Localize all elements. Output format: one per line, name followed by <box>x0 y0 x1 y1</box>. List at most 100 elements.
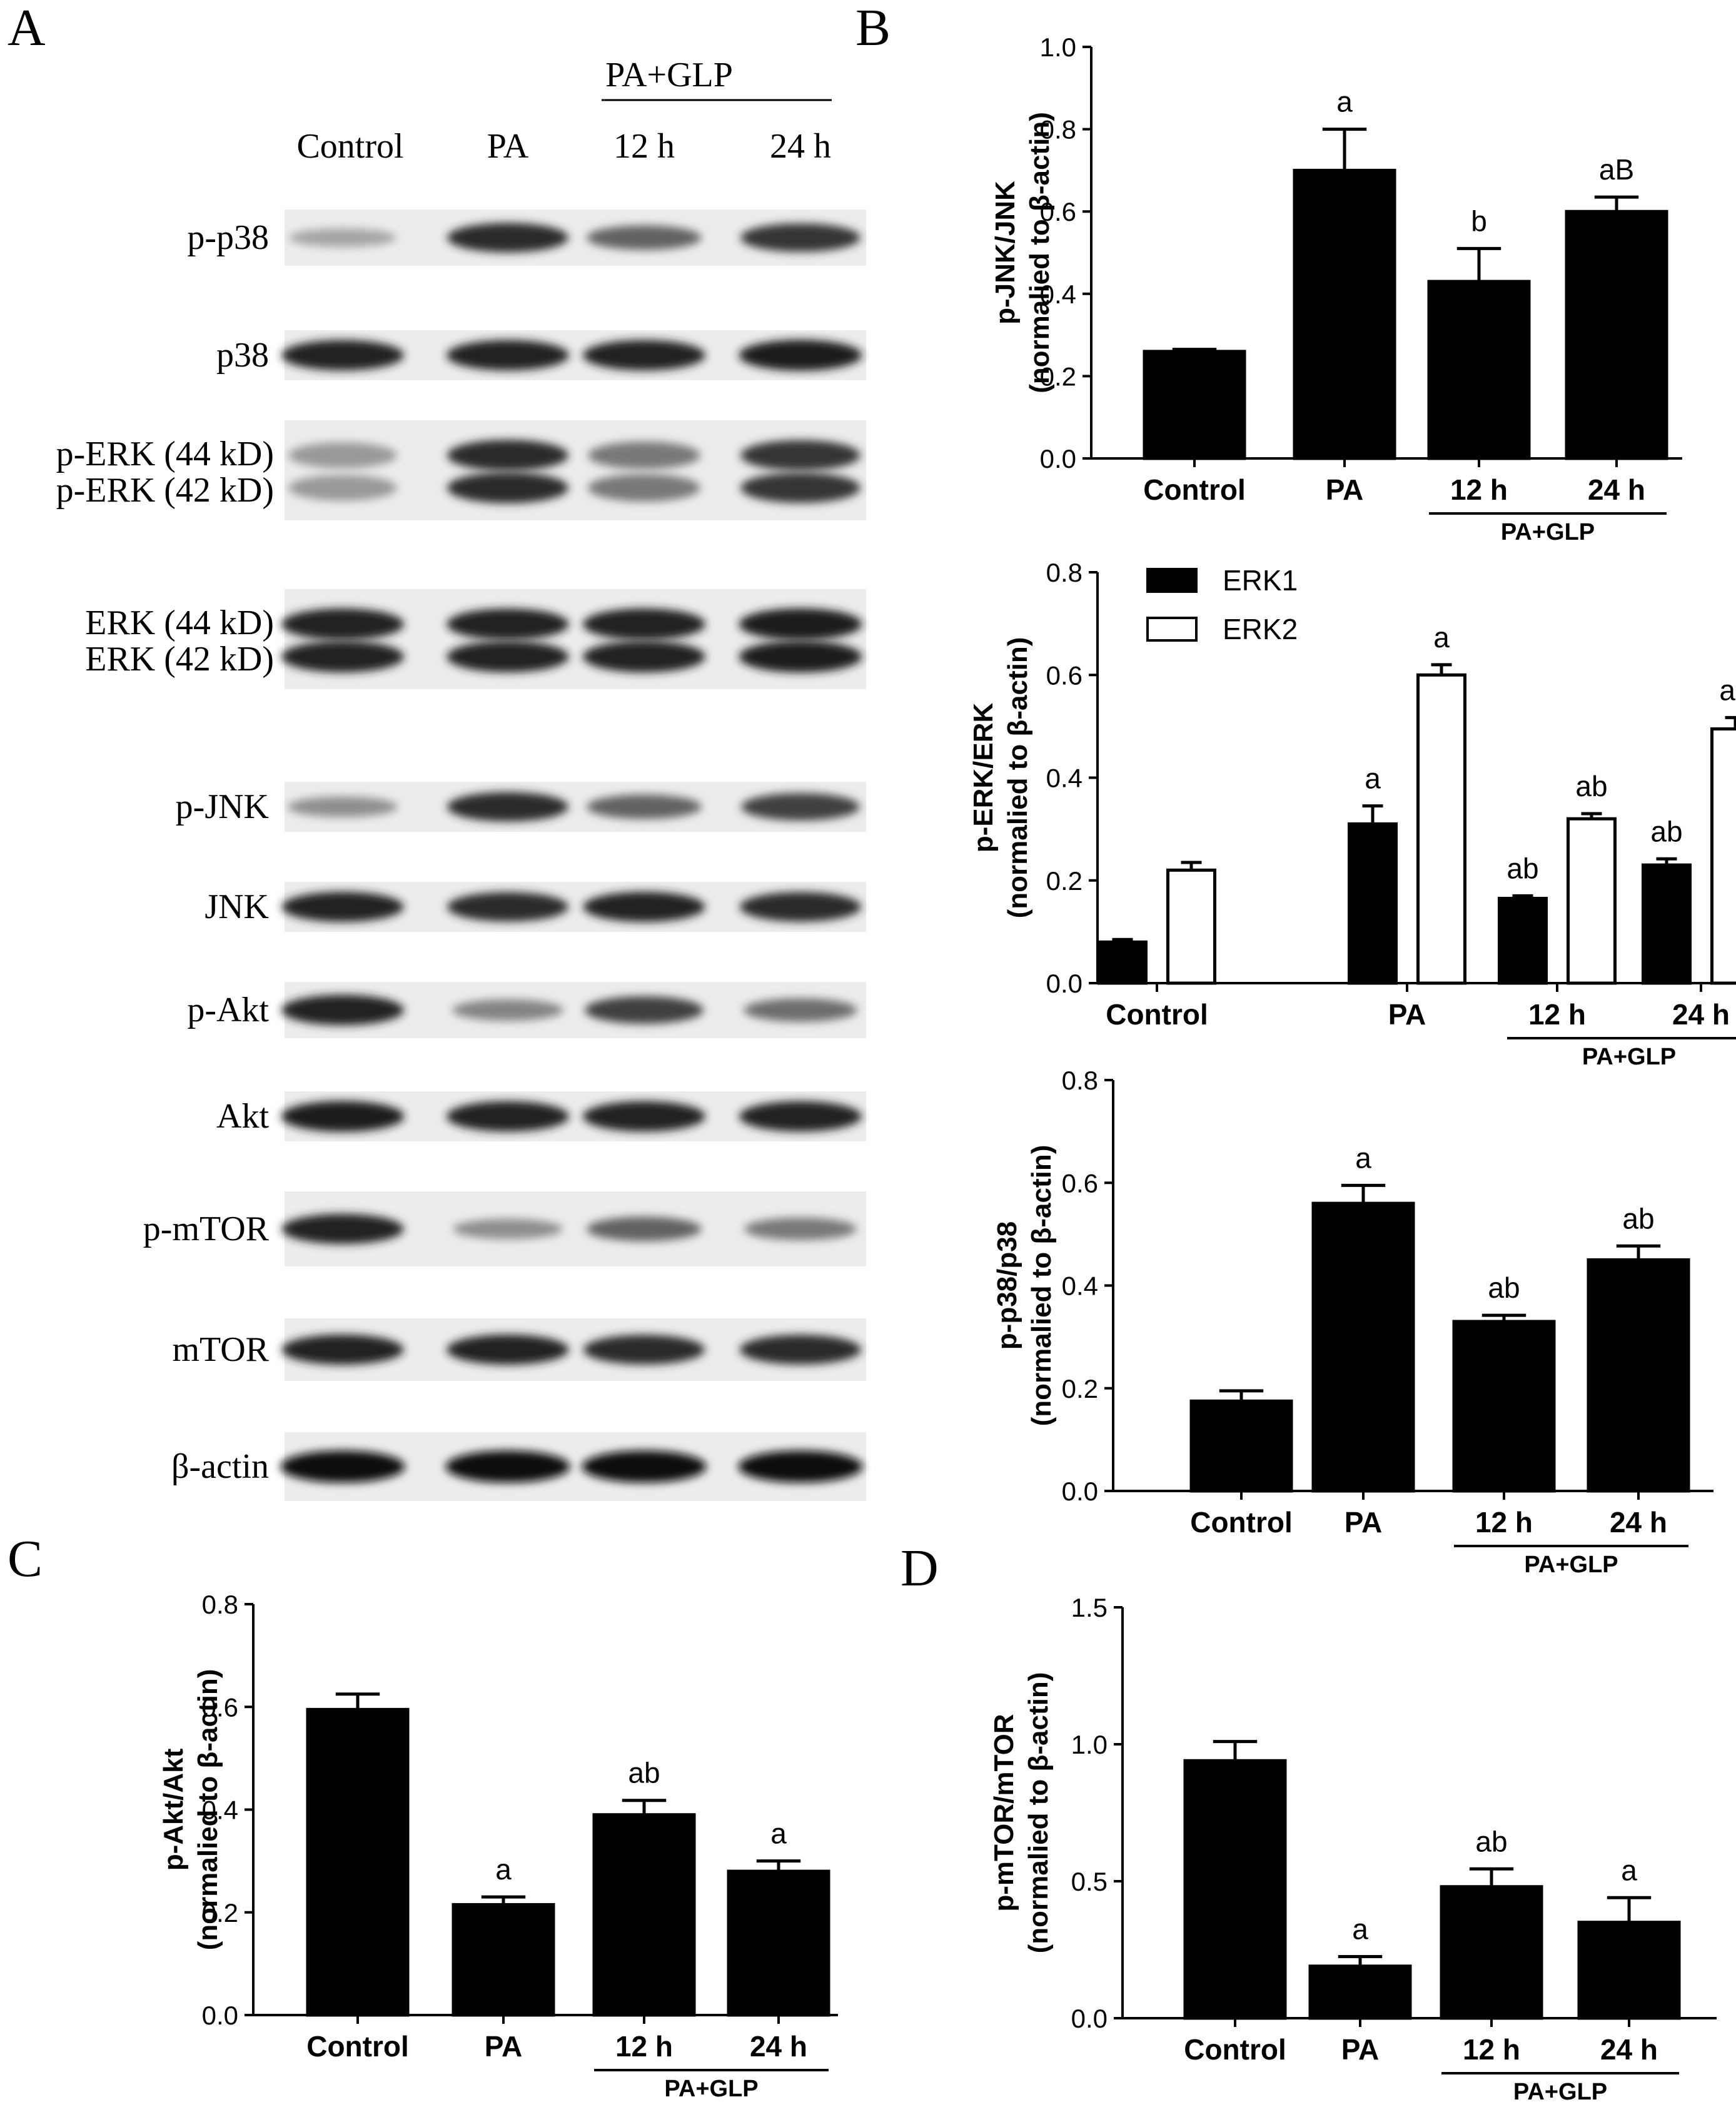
blot-band <box>288 442 397 468</box>
x-tick-label: PA <box>485 2030 523 2063</box>
bar <box>1498 896 1548 985</box>
significance-label: ab <box>628 1757 660 1789</box>
x-tick-label: 24 h <box>1610 1506 1667 1539</box>
panel-letter-a: A <box>8 0 46 57</box>
y-tick-label: 0.0 <box>1071 2004 1108 2033</box>
blot-band <box>583 1335 705 1365</box>
blot-band <box>585 996 704 1024</box>
panel-letter-c: C <box>8 1530 43 1588</box>
y-tick-label: 0.5 <box>1071 1867 1108 1896</box>
blot-band <box>445 1450 570 1483</box>
blot-protein-label: p-ERK (42 kD) <box>56 471 274 510</box>
blot-protein-label: ERK (42 kD) <box>85 640 274 679</box>
y-tick-label: 0.0 <box>1046 969 1082 998</box>
blot-band <box>588 442 700 469</box>
blot-rows: p-p38 p38 p-ERK (44 kD)p-ERK (42 kD) ERK (4… <box>56 210 866 1501</box>
bar <box>1098 940 1148 985</box>
blot-band <box>739 608 862 640</box>
y-tick-label: 1.0 <box>1071 1730 1108 1759</box>
blot-band <box>582 1450 707 1483</box>
blot-row: p-Akt <box>187 982 866 1038</box>
blot-membrane <box>285 589 866 689</box>
blot-band <box>288 475 397 501</box>
y-axis-label: (normalied to β-actin) <box>193 1669 223 1951</box>
y-axis-label: (normalied to β-actin) <box>1023 1672 1054 1954</box>
significance-label: ab <box>1475 1825 1507 1857</box>
bar <box>1311 1201 1415 1493</box>
blot-band <box>447 640 569 673</box>
blot-band <box>744 1218 857 1240</box>
y-tick-label: 0.6 <box>1062 1168 1098 1198</box>
x-tick-label: Control <box>1106 998 1208 1031</box>
x-tick-label: 12 h <box>1475 1506 1533 1539</box>
significance-label: ab <box>1719 674 1736 706</box>
bar <box>1416 673 1466 985</box>
x-tick-label: PA <box>1388 998 1426 1031</box>
bar <box>1166 868 1216 985</box>
y-tick-label: 0.4 <box>202 1796 238 1825</box>
blot-band <box>281 994 404 1026</box>
blot-band <box>739 1335 862 1365</box>
blot-protein-label: β-actin <box>171 1447 269 1486</box>
chart-p-p38: 0.0 0.2 0.4 0.6 0.8 p-p38/p38 (normalied to β-… <box>992 1066 1713 1578</box>
blot-row: ERK (44 kD)ERK (42 kD) <box>85 589 866 689</box>
x-tick-label: Control <box>1190 1506 1293 1539</box>
blot-protein-label: JNK <box>204 887 269 926</box>
blot-band <box>453 1218 563 1240</box>
group-label: PA+GLP <box>664 2076 758 2102</box>
legend-label: ERK1 <box>1223 564 1298 597</box>
blot-lane-label: Control <box>296 127 403 166</box>
y-tick-label: 0.8 <box>1062 1066 1098 1095</box>
legend-swatch <box>1146 568 1198 593</box>
y-tick-label: 0.2 <box>202 1898 238 1928</box>
x-tick-label: 24 h <box>750 2030 807 2063</box>
blot-protein-label: p-Akt <box>187 991 269 1029</box>
blot-band <box>744 998 857 1022</box>
significance-label: ab <box>1506 852 1538 884</box>
blot-band <box>588 474 700 502</box>
blot-band <box>447 1334 569 1365</box>
bar <box>727 1869 830 2017</box>
blot-row: p-JNK <box>176 782 866 832</box>
bar <box>1348 822 1398 985</box>
blot-band <box>583 891 705 922</box>
x-tick-label: PA <box>1326 473 1364 506</box>
blot-band <box>289 228 396 247</box>
blot-band <box>281 1334 404 1365</box>
x-tick-label: 12 h <box>1463 2033 1520 2066</box>
y-tick-label: 0.8 <box>1040 115 1076 144</box>
significance-label: ab <box>1622 1202 1654 1235</box>
blot-row: p-mTOR <box>143 1191 866 1266</box>
bar <box>1452 1320 1556 1493</box>
significance-label: a <box>495 1853 512 1886</box>
blot-protein-label: p-ERK (44 kD) <box>56 435 274 473</box>
blot-band <box>583 608 705 640</box>
blot-band <box>740 472 860 503</box>
blot-lane-label: 12 h <box>613 127 675 166</box>
blot-protein-label: ERK (44 kD) <box>85 604 274 642</box>
y-axis-label: (normalied to β-actin) <box>1026 1145 1057 1427</box>
group-label: PA+GLP <box>1501 519 1595 545</box>
panel-letter-d: D <box>901 1539 939 1597</box>
blot-membrane <box>285 420 866 520</box>
blot-band <box>447 340 569 371</box>
bar <box>1577 1921 1681 2020</box>
bar <box>1587 1258 1690 1493</box>
y-tick-label: 0.2 <box>1040 361 1076 391</box>
blot-group-label: PA+GLP <box>605 56 733 94</box>
blot-band <box>280 1450 405 1483</box>
blot-row: p-ERK (44 kD)p-ERK (42 kD) <box>56 420 866 520</box>
y-axis-label: p-p38/p38 <box>992 1221 1022 1350</box>
y-tick-label: 0.8 <box>202 1590 238 1619</box>
blot-band <box>281 608 404 640</box>
blot-band <box>739 1101 862 1132</box>
x-tick-label: 12 h <box>1450 473 1508 506</box>
bar <box>592 1813 696 2017</box>
significance-label: b <box>1471 205 1487 237</box>
blot-band <box>447 440 568 471</box>
bar <box>306 1707 410 2017</box>
western-blot-panel: PA+GLP Control PA 12 h 24 h p-p38 p38 p-ERK (… <box>56 56 866 1501</box>
group-label: PA+GLP <box>1513 2079 1607 2102</box>
blot-row: p-p38 <box>187 210 866 266</box>
significance-label: aB <box>1599 153 1634 186</box>
